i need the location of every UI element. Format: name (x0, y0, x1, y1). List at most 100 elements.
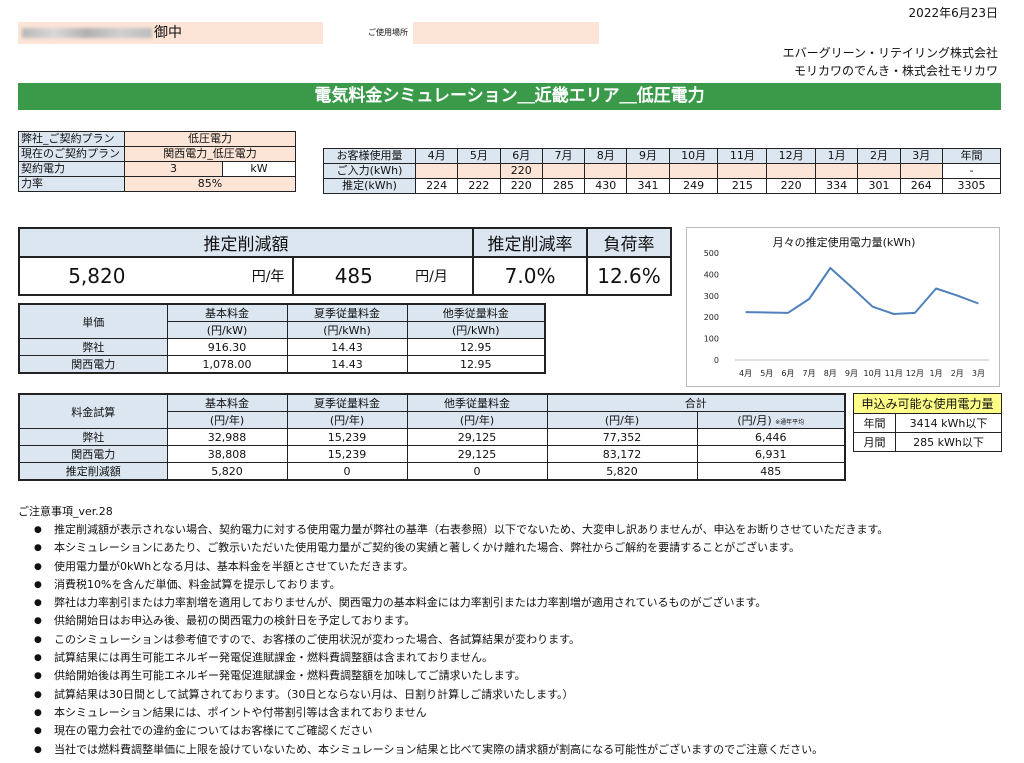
customer-name-field: 御中 (18, 22, 323, 44)
x-tick-label: 1月 (930, 369, 943, 378)
note-item: 本シミュレーション結果には、ポイントや付帯割引等は含まれておりません (18, 704, 1008, 722)
contract-label: 力率 (18, 176, 125, 192)
basic-fee-unit: (円/kW) (166, 321, 288, 339)
note-item: 推定削減額が表示されない場合、契約電力に対する使用電力量が弊社の基準（右表参照）… (18, 521, 1008, 539)
y-tick-label: 0 (714, 356, 719, 365)
contract-row: 現在のご契約プラン 関西電力_低圧電力 (18, 146, 296, 162)
usage-input-cell[interactable]: 220 (499, 163, 543, 179)
fee-summer-value: 15,239 (286, 428, 408, 446)
usage-input-cell[interactable] (717, 163, 768, 179)
y-tick-label: 400 (704, 270, 719, 279)
fee-unit-year: (円/年) (166, 411, 288, 429)
limit-title: 申込み可能な使用電力量 (853, 393, 1002, 414)
load-factor: 12.6% (586, 256, 672, 296)
fee-total-month: 6,446 (696, 428, 846, 446)
usage-input-cell[interactable] (626, 163, 670, 179)
x-tick-label: 4月 (739, 369, 752, 378)
unit-price-row: 弊社 916.30 14.43 12.95 (18, 338, 546, 356)
month-header: 1月 (815, 148, 859, 164)
fee-provider-name: 推定削減額 (18, 462, 168, 481)
estimate-cell: 224 (414, 178, 459, 194)
applicable-usage-table: 申込み可能な使用電力量 年間 3414 kWh以下 月間 285 kWh以下 (853, 393, 1002, 452)
x-tick-label: 3月 (972, 369, 985, 378)
fee-unit-month-cell: (円/月) ※通年平均 (696, 411, 846, 429)
note-item: 現在の電力会社での違約金についてはお客様にてご確認ください (18, 722, 1008, 740)
notes-section: ご注意事項_ver.28 推定削減額が表示されない場合、契約電力に対する使用電力… (18, 503, 1008, 759)
usage-input-cell[interactable] (815, 163, 859, 179)
redacted-customer-name (22, 28, 152, 38)
fee-basic-value: 5,820 (166, 462, 288, 481)
usage-input-cell[interactable] (584, 163, 628, 179)
savings-amount-header: 推定削減額 (17, 227, 475, 258)
chart-title: 月々の推定使用電力量(kWh) (772, 236, 916, 249)
notes-list: 推定削減額が表示されない場合、契約電力に対する使用電力量が弊社の基準（右表参照）… (18, 521, 1008, 759)
month-header: 4月 (414, 148, 459, 164)
savings-summary: 推定削減額 推定削減率 負荷率 5,820 円/年 485 円/月 7.0% 1… (17, 227, 672, 296)
load-factor-header: 負荷率 (586, 227, 672, 258)
month-header: 8月 (584, 148, 628, 164)
savings-rate-header: 推定削減率 (472, 227, 589, 258)
savings-header-row: 推定削減額 推定削減率 負荷率 (17, 227, 672, 258)
summer-fee-value: 14.43 (286, 355, 408, 374)
x-tick-label: 9月 (845, 369, 858, 378)
company-name-2: モリカワのでんき・株式会社モリカワ (793, 64, 998, 78)
fee-unit-month: (円/月) (737, 414, 772, 427)
x-tick-label: 10月 (863, 369, 881, 378)
estimate-cell: 334 (815, 178, 859, 194)
month-header: 7月 (541, 148, 586, 164)
note-item: 当社では燃料費調整単価に上限を設けていないため、本シミュレーション結果と比べて実… (18, 741, 1008, 759)
month-header: 9月 (626, 148, 670, 164)
other-season-fee-value: 12.95 (406, 355, 546, 374)
note-item: 消費税10%を含んだ単価、料金試算を提示しております。 (18, 576, 1008, 594)
fee-unit-year: (円/年) (406, 411, 548, 429)
unit-price-unit-row: (円/kW) (円/kWh) (円/kWh) (19, 321, 546, 339)
usage-input-cell[interactable] (857, 163, 901, 179)
estimate-cell: 220 (499, 178, 543, 194)
contract-label: 弊社_ご契約プラン (18, 131, 125, 147)
y-tick-label: 200 (704, 313, 719, 322)
contract-value: 85% (124, 176, 296, 192)
savings-value-row: 5,820 円/年 485 円/月 7.0% 12.6% (18, 256, 672, 296)
usage-input-cell[interactable] (541, 163, 586, 179)
month-header: 10月 (668, 148, 719, 164)
fee-total-month: 6,931 (696, 445, 846, 463)
fee-total-header: 合計 (546, 393, 846, 412)
input-label: ご入力(kWh) (323, 163, 416, 179)
contract-value: 低圧電力 (124, 131, 296, 147)
unit-price-row: 関西電力 1,078.00 14.43 12.95 (18, 355, 546, 374)
unit-price-table: 単価 基本料金 夏季従量料金 他季従量料金 (円/kW) (円/kWh) (円/… (18, 303, 546, 374)
usage-series-line (745, 267, 979, 315)
y-tick-label: 500 (704, 249, 719, 258)
y-tick-label: 300 (704, 292, 719, 301)
usage-input-cell[interactable] (414, 163, 459, 179)
contract-label: 現在のご契約プラン (18, 146, 125, 162)
notes-title: ご注意事項_ver.28 (18, 505, 113, 518)
summer-fee-header: 夏季従量料金 (286, 303, 408, 322)
contract-row: 契約電力 3 kW (18, 161, 296, 177)
other-season-fee-header: 他季従量料金 (406, 303, 546, 322)
month-header: 11月 (717, 148, 768, 164)
estimate-cell: 341 (626, 178, 670, 194)
month-header: 5月 (457, 148, 501, 164)
usage-input-cell[interactable] (899, 163, 944, 179)
fee-other-header: 他季従量料金 (406, 393, 548, 412)
fee-unit-year: (円/年) (286, 411, 408, 429)
limit-row: 年間 3414 kWh以下 (853, 413, 1002, 433)
fee-basic-value: 32,988 (166, 428, 288, 446)
note-item: 試算結果は30日間として試算されております。（30日とならない月は、日割り計算し… (18, 686, 1008, 704)
usage-estimate-row: 推定(kWh) 224 222 220 285 430 341 249 215 … (323, 178, 1001, 194)
contract-label: 契約電力 (18, 161, 125, 177)
fee-row: 推定削減額 5,820 0 0 5,820 485 (18, 462, 846, 481)
monthly-savings: 485 (292, 256, 414, 296)
fee-provider-name: 弊社 (18, 428, 168, 446)
other-season-fee-value: 12.95 (406, 338, 546, 356)
chart-canvas: 0 100 200 300 400 500 4月 5月 6月 7月 8月 9月 10月 11月 12月 1月 2… (704, 249, 989, 378)
monthly-unit: 円/月 (413, 256, 475, 296)
usage-input-cell[interactable] (668, 163, 719, 179)
savings-rate: 7.0% (472, 256, 589, 296)
fee-other-value: 29,125 (406, 428, 548, 446)
usage-input-cell[interactable] (457, 163, 501, 179)
usage-input-cell[interactable] (766, 163, 817, 179)
limit-value: 285 kWh以下 (895, 432, 1002, 452)
usage-header: お客様使用量 (323, 148, 416, 164)
